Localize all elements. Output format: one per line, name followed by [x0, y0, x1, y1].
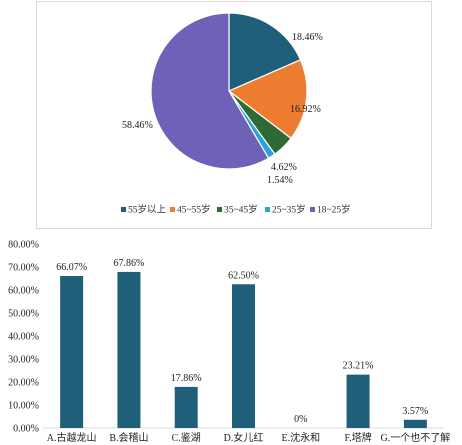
bar-value-label-2: 17.86% — [171, 373, 202, 384]
y-tick-label: 60.00% — [8, 286, 39, 297]
bar-value-label-3: 62.50% — [228, 270, 259, 281]
bar-5 — [346, 374, 370, 428]
bar-value-label-1: 67.86% — [114, 258, 145, 269]
bar-6 — [403, 419, 427, 428]
legend-marker-3 — [265, 207, 270, 212]
pie-slice-label-1: 16.92% — [290, 104, 321, 115]
pie-chart: 18.46% 16.92% 4.62% 1.54% 58.46% 55岁以上 45~55岁 3… — [121, 12, 351, 216]
pie-slice-0 — [228, 12, 302, 92]
x-category-label-3: D.女儿红 — [224, 431, 264, 444]
bar-value-label-0: 66.07% — [56, 262, 87, 273]
legend-label-3: 25~35岁 — [272, 204, 306, 216]
pie-slice-label-3: 1.54% — [267, 175, 293, 186]
bar-chart-panel: 0.00% 10.00% 20.00% 30.00% 40.00% 50.00% 60.00… — [0, 236, 462, 445]
bar-2 — [174, 386, 198, 428]
bar-3 — [232, 284, 255, 428]
bar-0 — [60, 276, 84, 428]
legend-marker-0 — [121, 207, 126, 212]
pie-slice-4 — [150, 12, 270, 170]
legend-label-4: 18~25岁 — [317, 204, 351, 216]
legend-label-0: 55岁以上 — [128, 204, 167, 216]
y-tick-label: 30.00% — [8, 355, 39, 366]
y-tick-label: 70.00% — [8, 263, 39, 274]
legend-marker-4 — [310, 207, 315, 212]
pie-slice-1 — [227, 59, 308, 140]
y-tick-label: 40.00% — [8, 332, 39, 343]
bar-1 — [117, 271, 141, 428]
y-tick-label: 10.00% — [8, 401, 39, 412]
x-category-label-1: B.会稽山 — [109, 431, 148, 444]
y-tick-label: 80.00% — [8, 240, 39, 251]
bar-chart: 0.00% 10.00% 20.00% 30.00% 40.00% 50.00% 60.00… — [8, 240, 450, 445]
legend-marker-1 — [170, 207, 175, 212]
legend-marker-2 — [217, 207, 222, 212]
pie-chart-panel: 18.46% 16.92% 4.62% 1.54% 58.46% 55岁以上 45~55岁 3… — [36, 1, 432, 229]
y-tick-label: 20.00% — [8, 378, 39, 389]
bar-value-label-5: 23.21% — [343, 361, 374, 372]
bar-value-label-4: 0% — [294, 414, 307, 425]
pie-slice-label-0: 18.46% — [292, 32, 323, 43]
x-category-label-6: G.一个也不了解 — [380, 431, 450, 444]
y-tick-label: 0.00% — [13, 424, 39, 435]
pie-slice-label-2: 4.62% — [271, 162, 297, 173]
x-category-label-4: E.沈永和 — [281, 431, 320, 444]
bar-value-label-6: 3.57% — [402, 406, 428, 417]
legend-label-1: 45~55岁 — [177, 204, 211, 216]
x-category-label-0: A.古越龙山 — [47, 431, 97, 444]
pie-slice-label-4: 58.46% — [122, 120, 153, 131]
y-tick-label: 50.00% — [8, 309, 39, 320]
x-category-label-2: C.鉴湖 — [172, 431, 201, 444]
x-category-label-5: F.塔牌 — [344, 431, 371, 444]
legend-label-2: 35~45岁 — [224, 204, 258, 216]
